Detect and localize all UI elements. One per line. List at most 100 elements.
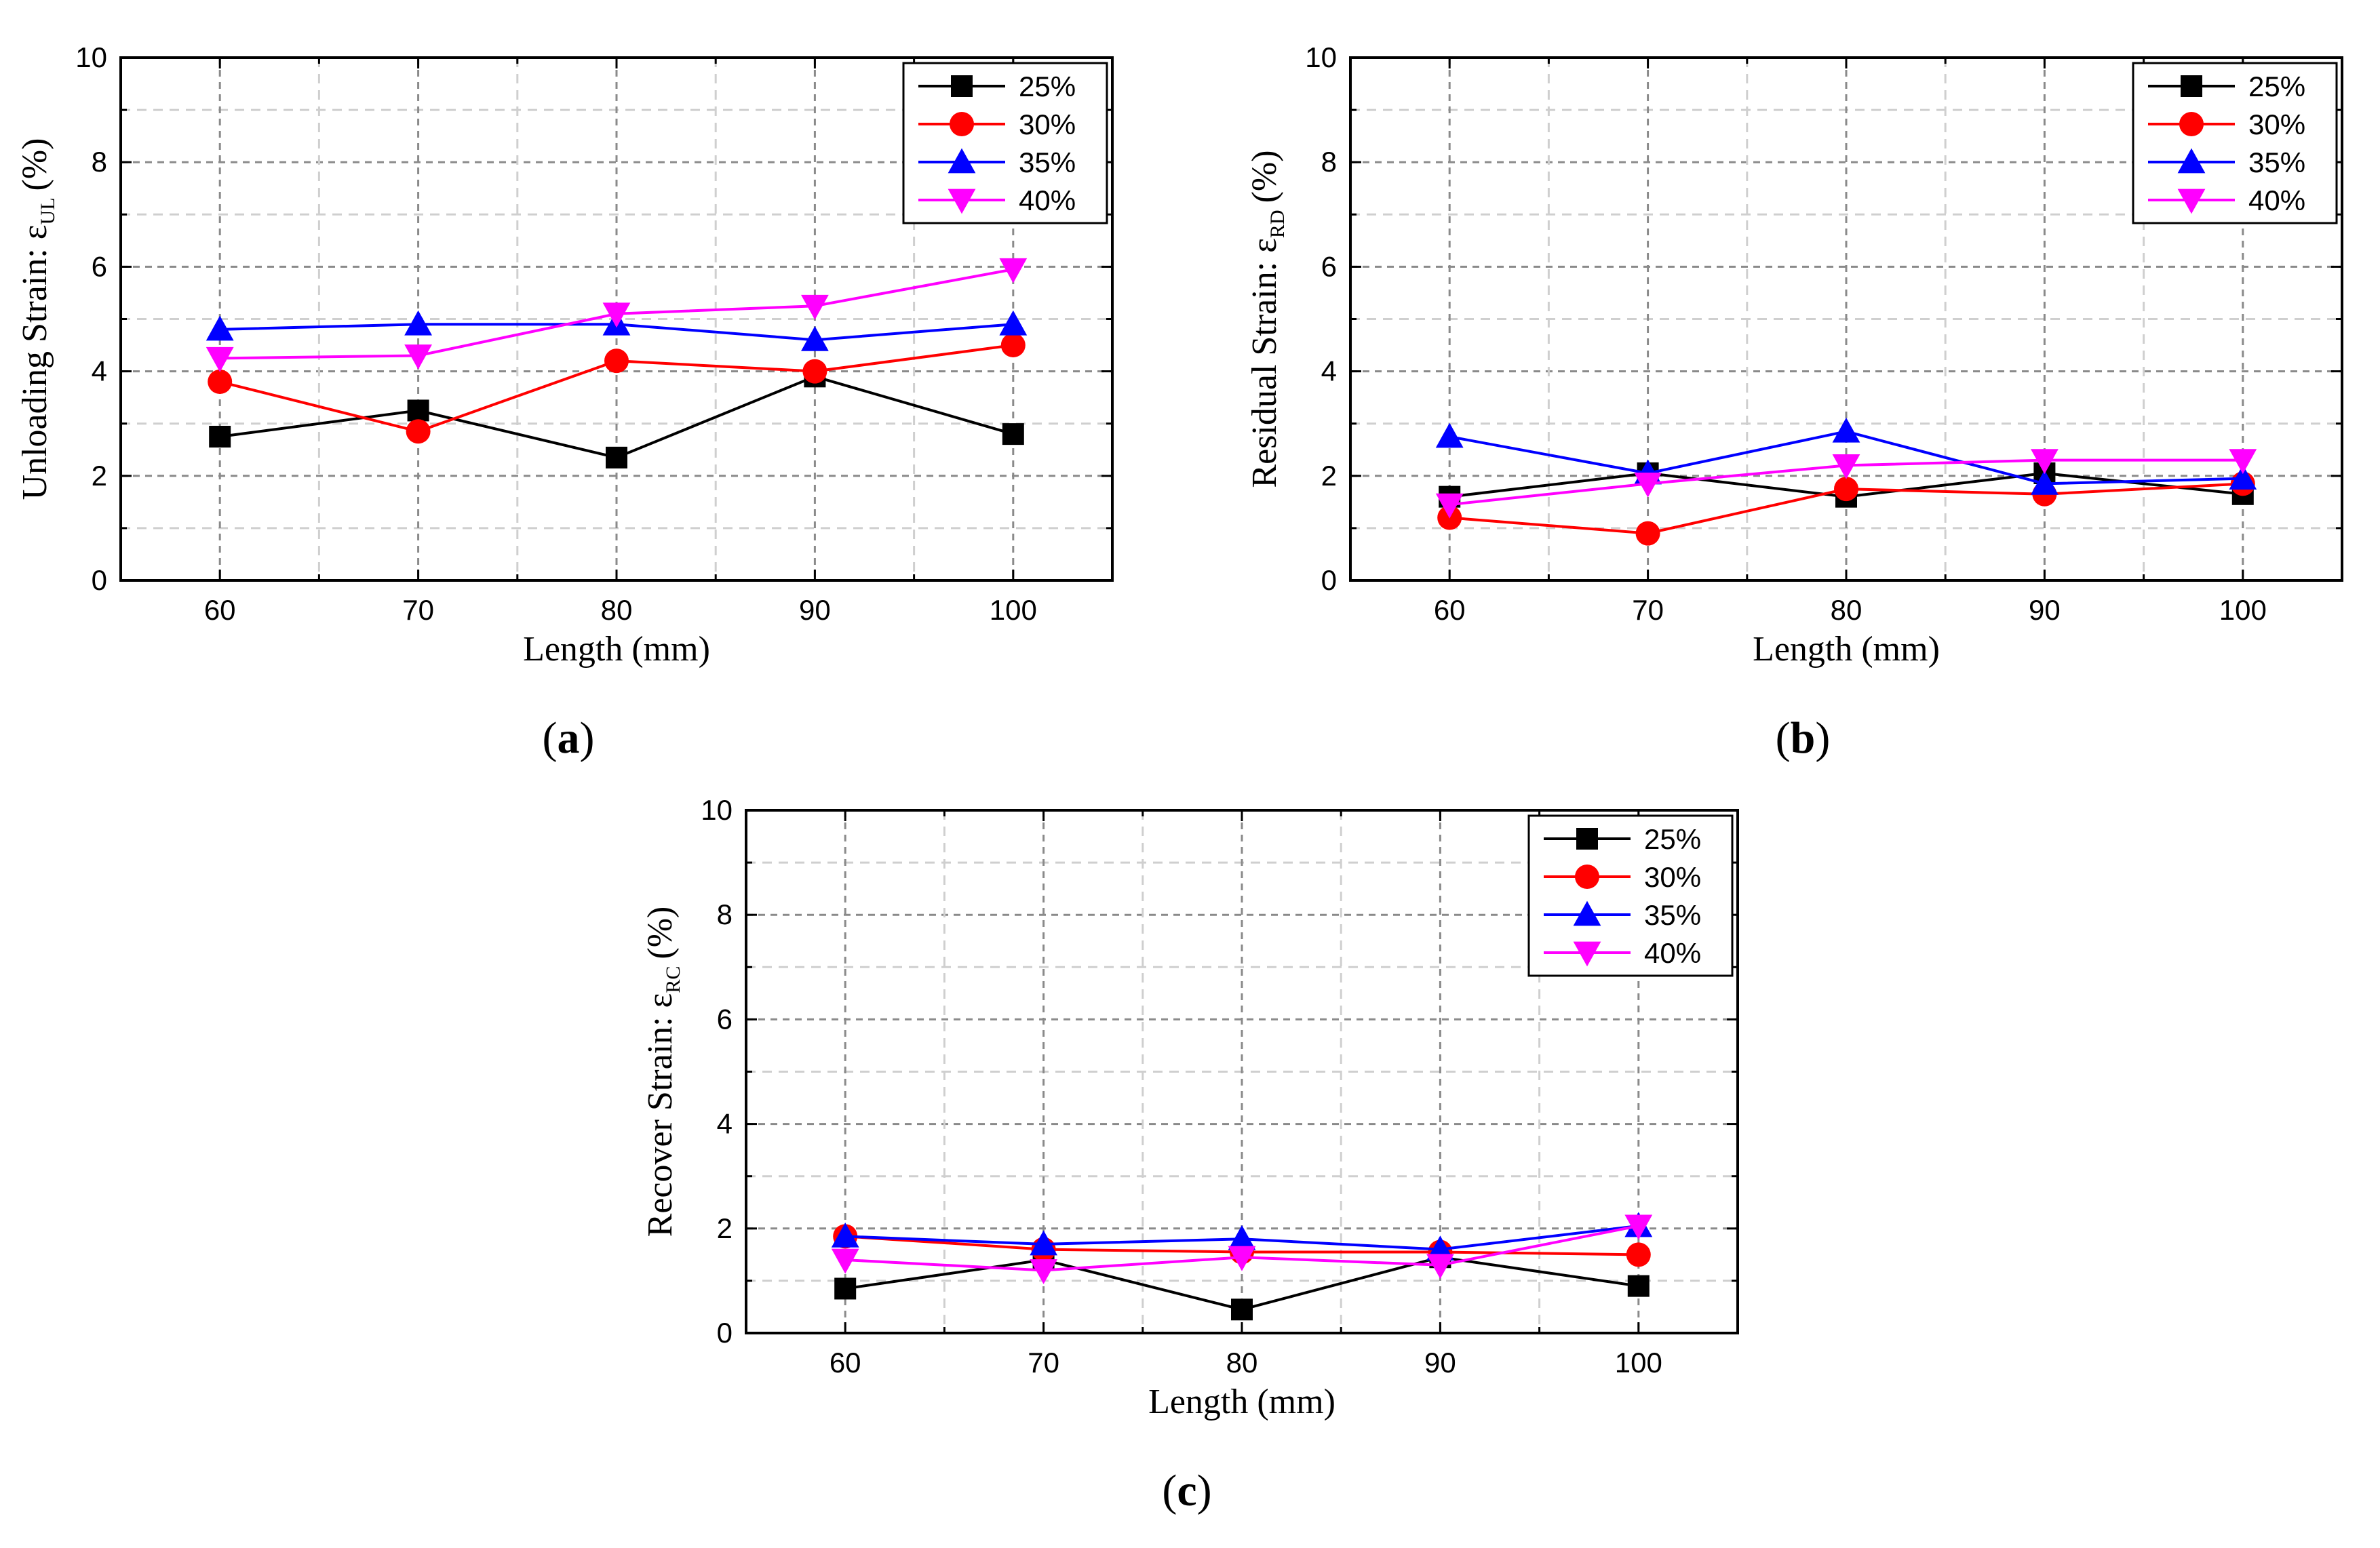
y-axis-title-unit: (%) xyxy=(641,907,680,959)
data-point xyxy=(404,310,432,336)
x-tick-label: 80 xyxy=(1831,594,1862,626)
panel-label-open: ( xyxy=(543,713,558,763)
data-point xyxy=(2031,449,2059,475)
legend-label: 25% xyxy=(1019,71,1076,102)
data-point xyxy=(604,349,629,374)
series-30pct xyxy=(208,333,1026,444)
x-tick-label: 60 xyxy=(1434,594,1466,626)
data-point xyxy=(1231,1298,1253,1321)
y-tick-label: 6 xyxy=(717,1003,733,1035)
y-axis-title-main: Unloading Strain: ε xyxy=(16,224,54,500)
data-point xyxy=(1228,1246,1256,1271)
data-point xyxy=(801,294,829,320)
data-point xyxy=(1426,1254,1454,1279)
legend-label: 30% xyxy=(2248,108,2305,140)
legend-label: 40% xyxy=(2248,184,2305,216)
legend-label: 35% xyxy=(1644,899,1701,931)
data-point xyxy=(1624,1214,1653,1240)
y-axis-title: Residual Strain: εRD (%) xyxy=(1245,150,1289,488)
legend-marker xyxy=(2181,75,2202,97)
data-point xyxy=(1832,417,1860,443)
data-point xyxy=(1030,1230,1057,1256)
data-point xyxy=(831,1222,859,1248)
data-point xyxy=(1634,472,1662,498)
y-axis-title-main: Recover Strain: ε xyxy=(641,993,680,1237)
data-point xyxy=(406,419,431,444)
x-tick-label: 70 xyxy=(1632,594,1664,626)
legend-marker xyxy=(951,75,973,97)
x-tick-label: 90 xyxy=(799,594,831,626)
y-axis-title-subscript: RD xyxy=(1266,210,1289,238)
grid xyxy=(746,810,1738,1333)
legend-marker xyxy=(950,112,974,136)
x-tick-label: 80 xyxy=(1226,1347,1258,1378)
y-axis: 0 2 4 6 8 10 xyxy=(75,41,1112,596)
data-point xyxy=(208,370,233,395)
data-point xyxy=(999,310,1028,336)
data-point xyxy=(1435,493,1464,519)
y-tick-label: 4 xyxy=(92,355,107,387)
legend-marker xyxy=(948,148,976,174)
y-tick-label: 8 xyxy=(1321,146,1337,178)
data-point xyxy=(1435,422,1464,448)
x-axis: 60 70 80 90 100 xyxy=(745,810,1739,1378)
y-tick-label: 2 xyxy=(1321,460,1337,492)
x-tick-label: 60 xyxy=(830,1347,861,1378)
y-tick-label: 2 xyxy=(717,1212,733,1244)
legend-marker xyxy=(2179,112,2204,136)
y-axis-title-subscript: UL xyxy=(37,197,59,224)
legend-label: 40% xyxy=(1644,937,1701,969)
series-40pct xyxy=(831,1214,1653,1284)
legend: 25% 30% 35% 40% xyxy=(1527,814,1734,977)
data-point xyxy=(1002,423,1024,445)
data-point xyxy=(802,359,827,384)
data-point xyxy=(404,344,432,370)
panel-label: (c) xyxy=(1162,1466,1211,1515)
legend-marker xyxy=(1575,865,1599,889)
data-point xyxy=(999,258,1028,283)
y-tick-label: 4 xyxy=(1321,355,1337,387)
y-tick-label: 0 xyxy=(92,564,107,596)
legend-label: 25% xyxy=(2248,71,2305,102)
legend: 25% 30% 35% 40% xyxy=(902,62,1108,224)
y-axis-title-subscript: RC xyxy=(662,966,684,993)
legend-marker xyxy=(948,188,976,214)
data-point xyxy=(801,325,829,351)
legend-marker xyxy=(1576,828,1598,850)
y-tick-label: 8 xyxy=(717,898,733,930)
legend-marker xyxy=(1573,941,1601,967)
panel-a-chart: 0 2 4 6 8 10 60 70 80 90 100 Length (mm) Unloading S… xyxy=(16,41,1114,763)
data-point xyxy=(1635,521,1660,546)
legend-marker xyxy=(1573,900,1601,926)
legend-label: 25% xyxy=(1644,823,1701,855)
data-point xyxy=(209,425,231,448)
panel-b-chart: 0 2 4 6 8 10 60 70 80 90 100 Length (mm) Residual St… xyxy=(1245,41,2343,763)
legend-box xyxy=(2132,62,2338,224)
data-point xyxy=(1832,454,1860,479)
y-axis: 0 2 4 6 8 10 xyxy=(1305,41,2342,596)
panel-label-close: ) xyxy=(580,713,595,763)
data-point xyxy=(2031,469,2059,495)
legend-label: 30% xyxy=(1019,108,1076,140)
y-tick-label: 8 xyxy=(92,146,107,178)
data-point xyxy=(206,315,234,341)
data-point xyxy=(407,399,429,422)
data-point xyxy=(206,346,234,372)
panel-label-open: ( xyxy=(1776,713,1791,763)
x-tick-label: 80 xyxy=(601,594,633,626)
x-tick-label: 90 xyxy=(1424,1347,1456,1378)
y-axis-title: Recover Strain: εRC (%) xyxy=(641,907,684,1237)
data-point xyxy=(602,302,631,328)
panel-label-close: ) xyxy=(1197,1466,1212,1515)
x-tick-label: 70 xyxy=(1028,1347,1059,1378)
legend-label: 40% xyxy=(1019,184,1076,216)
y-tick-label: 4 xyxy=(717,1108,733,1140)
data-point xyxy=(606,446,627,469)
panel-label-close: ) xyxy=(1815,713,1830,763)
legend-label: 30% xyxy=(1644,861,1701,893)
x-tick-label: 100 xyxy=(1615,1347,1662,1378)
x-axis: 60 70 80 90 100 xyxy=(119,58,1114,626)
legend: 25% 30% 35% 40% xyxy=(2132,62,2338,224)
legend-box xyxy=(902,62,1108,224)
y-axis-title-unit: (%) xyxy=(16,138,54,191)
